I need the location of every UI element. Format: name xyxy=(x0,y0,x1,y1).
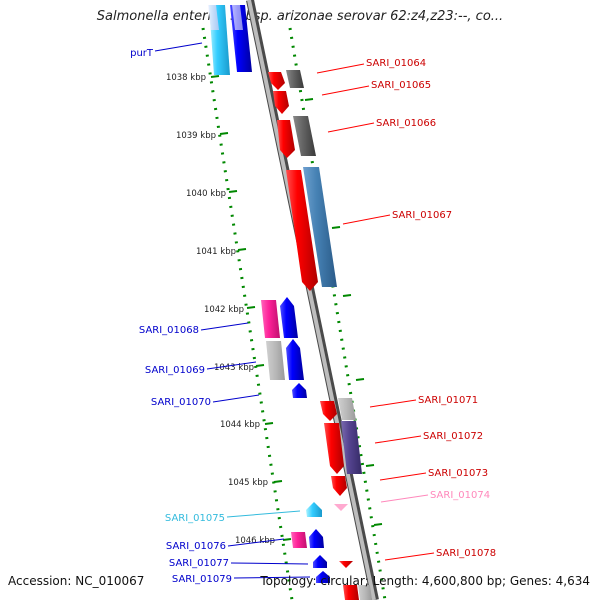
gene-label-SARI_01068[interactable]: SARI_01068 xyxy=(139,325,199,336)
SARI_01078-cds[interactable] xyxy=(339,561,353,568)
right-leader-lines xyxy=(316,63,435,561)
SARI_01066-cds[interactable] xyxy=(277,120,295,158)
gene-label-SARI_01077[interactable]: SARI_01077 xyxy=(169,558,229,569)
SARI_01078-extra[interactable] xyxy=(343,585,359,600)
SARI_01071-cds[interactable] xyxy=(320,401,337,421)
left-scale-track xyxy=(201,27,294,600)
SARI_01065-cds[interactable] xyxy=(273,91,289,114)
SARI_01069-cds[interactable] xyxy=(286,339,304,380)
gene-label-SARI_01072[interactable]: SARI_01072 xyxy=(423,431,483,442)
SARI_01069-pseudo[interactable] xyxy=(266,341,285,380)
left-leader-lines xyxy=(154,42,311,579)
SARI_01067-pseudo[interactable] xyxy=(303,167,337,287)
SARI_01078-extra-pseudo[interactable] xyxy=(358,585,372,600)
SARI_01073-cds[interactable] xyxy=(331,476,347,496)
genome-backbone-highlight xyxy=(247,0,376,600)
topology-text: Topology: circular; Length: 4,600,800 bp… xyxy=(260,574,590,588)
gene-label-SARI_01076[interactable]: SARI_01076 xyxy=(166,541,226,552)
gene-label-SARI_01066[interactable]: SARI_01066 xyxy=(376,118,436,129)
gene-label-SARI_01070[interactable]: SARI_01070 xyxy=(151,397,211,408)
purT-gene-pale xyxy=(208,5,219,30)
gene-label-SARI_01067[interactable]: SARI_01067 xyxy=(392,210,452,221)
gene-label-SARI_01069[interactable]: SARI_01069 xyxy=(145,365,205,376)
gene-label-SARI_01079[interactable]: SARI_01079 xyxy=(172,574,232,585)
kbp-label: 1046 kbp xyxy=(235,536,275,546)
kbp-label: 1040 kbp xyxy=(186,189,226,199)
SARI_01064-cds[interactable] xyxy=(268,72,285,90)
right-gene-labels: SARI_01064 SARI_01065 SARI_01066 SARI_01… xyxy=(366,58,496,559)
kbp-label: 1045 kbp xyxy=(228,478,268,488)
gene-label-SARI_01064[interactable]: SARI_01064 xyxy=(366,58,426,69)
SARI_01075-pseudo-gene[interactable] xyxy=(306,502,322,517)
kbp-tick-labels: 1038 kbp 1039 kbp 1040 kbp 1041 kbp 1042… xyxy=(166,73,275,546)
kbp-label: 1039 kbp xyxy=(176,131,216,141)
forward-strand-features xyxy=(268,70,372,600)
SARI_01072-pseudo[interactable] xyxy=(341,421,362,474)
organism-title: Salmonella enterica subsp. arizonae sero… xyxy=(96,9,504,24)
kbp-label: 1038 kbp xyxy=(166,73,206,83)
SARI_01076-rna[interactable] xyxy=(291,532,307,548)
SARI_01071-pseudo[interactable] xyxy=(338,398,356,420)
gene-label-SARI_01074[interactable]: SARI_01074 xyxy=(430,490,490,501)
SARI_01066-pseudo[interactable] xyxy=(293,116,316,156)
leader-line-SARI_01074 xyxy=(380,494,429,503)
gene-label-purT[interactable]: purT xyxy=(130,48,154,59)
gene-label-SARI_01071[interactable]: SARI_01071 xyxy=(418,395,478,406)
gene-label-SARI_01073[interactable]: SARI_01073 xyxy=(428,468,488,479)
SARI_01079-cds[interactable] xyxy=(316,571,330,583)
SARI_01074-rna[interactable] xyxy=(334,504,348,511)
reverse-strand-features xyxy=(208,5,330,583)
SARI_01070-cds[interactable] xyxy=(292,383,307,398)
gene-label-SARI_01065[interactable]: SARI_01065 xyxy=(371,80,431,91)
left-gene-labels: purT SARI_01068 SARI_01069 SARI_01070 SA… xyxy=(130,48,232,585)
gene-label-SARI_01078[interactable]: SARI_01078 xyxy=(436,548,496,559)
SARI_01068-rna[interactable] xyxy=(261,300,280,338)
SARI_01072-cds[interactable] xyxy=(324,423,344,474)
accession-text: Accession: NC_010067 xyxy=(8,574,145,588)
kbp-label: 1041 kbp xyxy=(196,247,236,257)
kbp-label: 1042 kbp xyxy=(204,305,244,315)
SARI_01068-cds[interactable] xyxy=(280,297,298,338)
SARI_01077-cds[interactable] xyxy=(313,555,327,568)
kbp-label: 1043 kbp xyxy=(214,363,254,373)
SARI_01076-cds[interactable] xyxy=(309,529,324,548)
scale-major-ticks xyxy=(210,75,383,541)
reverse-cds-pale xyxy=(232,5,243,30)
SARI_01064-pseudo[interactable] xyxy=(286,70,304,88)
leader-line-SARI_01075 xyxy=(226,510,301,518)
SARI_01067-cds[interactable] xyxy=(286,170,318,291)
gene-label-SARI_01075[interactable]: SARI_01075 xyxy=(165,513,225,524)
kbp-label: 1044 kbp xyxy=(220,420,260,430)
right-scale-track xyxy=(288,27,387,600)
